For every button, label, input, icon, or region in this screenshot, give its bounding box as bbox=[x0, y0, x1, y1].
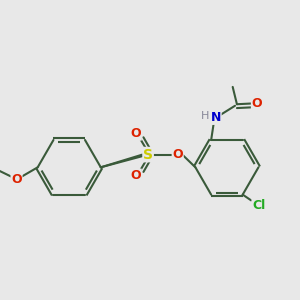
Text: O: O bbox=[130, 127, 141, 140]
Text: H: H bbox=[201, 111, 209, 121]
Text: N: N bbox=[211, 111, 221, 124]
Text: O: O bbox=[130, 169, 141, 182]
Text: S: S bbox=[143, 148, 153, 162]
Text: O: O bbox=[172, 148, 183, 161]
Text: Cl: Cl bbox=[252, 199, 266, 212]
Text: O: O bbox=[252, 97, 262, 110]
Text: O: O bbox=[11, 173, 22, 186]
